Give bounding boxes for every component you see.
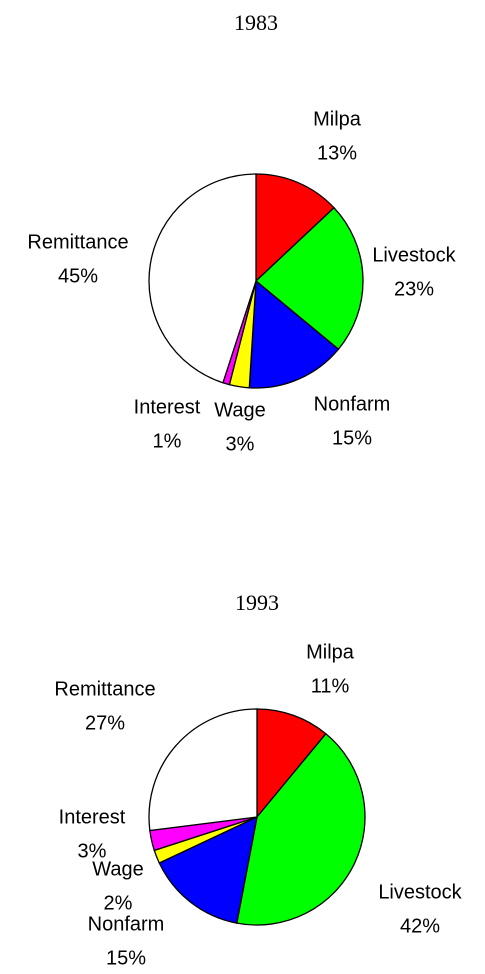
slice-value-label: 11% xyxy=(311,675,350,697)
slice-value-label: 45% xyxy=(58,265,98,287)
pie-slice xyxy=(158,815,258,924)
slice-value-label: 3% xyxy=(78,840,107,862)
slice-label: Remittance xyxy=(54,678,155,700)
slice-label: Milpa xyxy=(306,641,355,663)
slice-value-label: 3% xyxy=(226,433,255,455)
slice-label: Livestock xyxy=(378,881,462,903)
slice-value-label: 2% xyxy=(104,892,133,914)
pie-slice xyxy=(256,708,327,819)
slice-value-label: 15% xyxy=(106,947,146,969)
slice-label: Remittance xyxy=(27,231,128,253)
chart-title: 1993 xyxy=(235,590,279,615)
slice-value-label: 13% xyxy=(317,142,357,164)
slice-label: Interest xyxy=(59,806,126,828)
slice-label: Nonfarm xyxy=(314,393,391,415)
slice-value-label: 42% xyxy=(400,915,440,937)
pie-slice xyxy=(148,708,258,832)
slice-value-label: 27% xyxy=(85,712,125,734)
pie-slice xyxy=(248,279,340,389)
pie-slice xyxy=(255,173,335,283)
pie-slice xyxy=(255,206,364,351)
slice-label: Livestock xyxy=(372,244,456,266)
slice-value-label: 23% xyxy=(394,278,434,300)
slice-value-label: 1% xyxy=(153,430,182,452)
slice-label: Wage xyxy=(92,858,144,880)
slice-label: Wage xyxy=(214,399,266,421)
chart-title: 1983 xyxy=(234,10,278,35)
pie-slice xyxy=(236,732,366,926)
slice-label: Milpa xyxy=(313,108,362,130)
slice-label: Interest xyxy=(134,396,201,418)
pie-slice xyxy=(148,173,257,384)
slice-value-label: 15% xyxy=(332,427,372,449)
slice-label: Nonfarm xyxy=(88,913,165,935)
